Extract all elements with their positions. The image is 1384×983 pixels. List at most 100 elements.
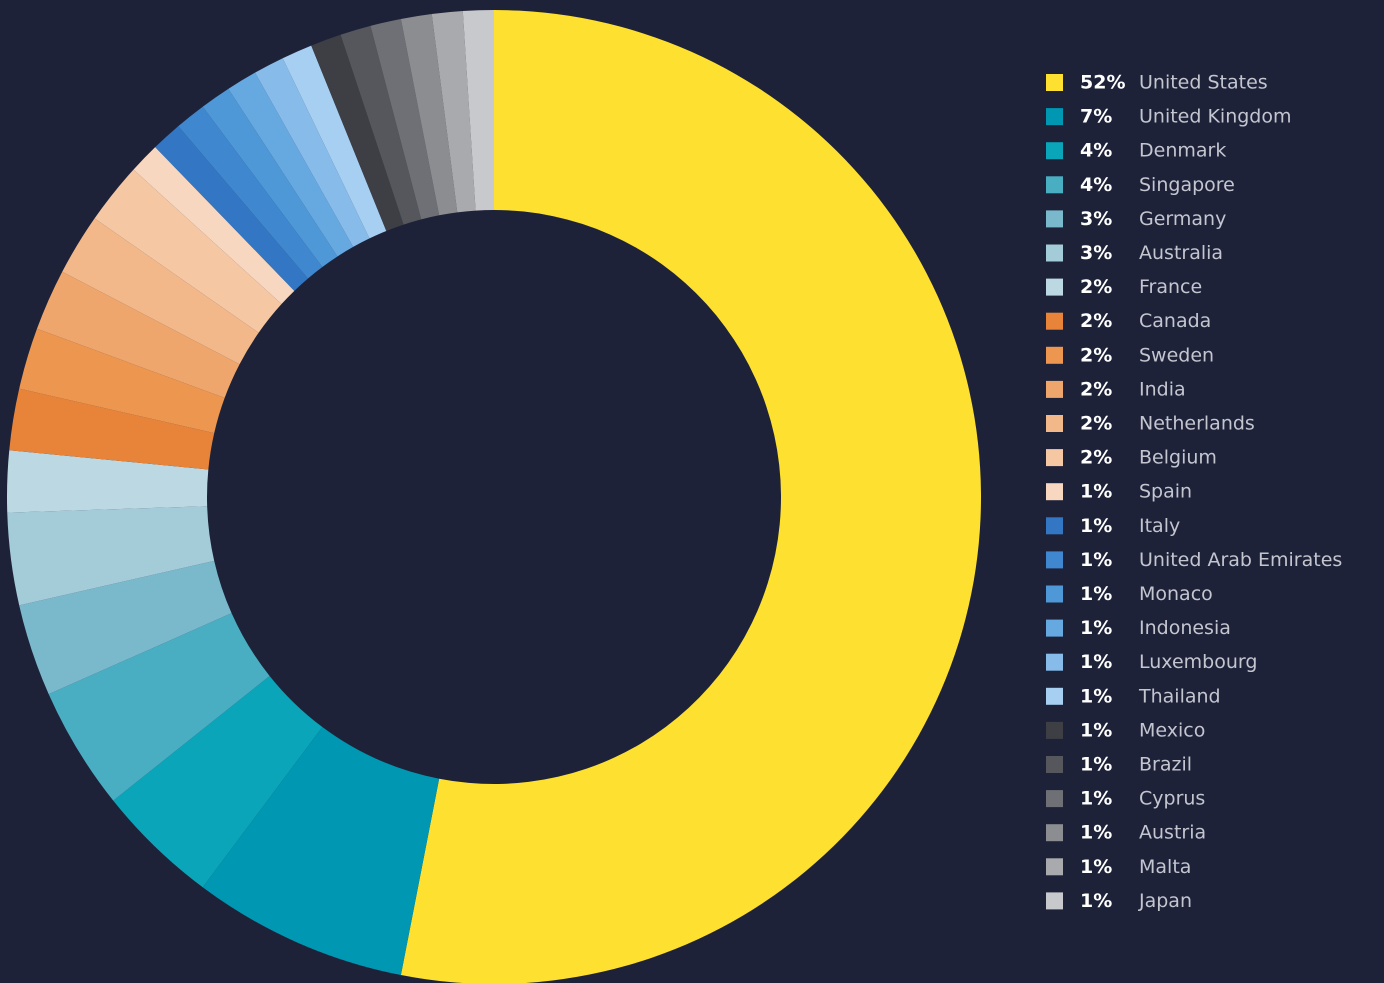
legend-value: 1%: [1080, 583, 1112, 605]
legend-swatch: [1046, 687, 1063, 705]
legend-swatch: [1046, 380, 1063, 398]
legend-swatch: [1046, 449, 1063, 467]
slice: [178, 106, 323, 279]
legend-value: 52%: [1080, 72, 1125, 94]
legend-label: Austria: [1139, 822, 1206, 844]
legend-label: Spain: [1139, 481, 1192, 503]
legend-label: Indonesia: [1139, 617, 1231, 639]
slice: [9, 388, 215, 470]
legend-label: Netherlands: [1139, 413, 1255, 435]
legend-value: 2%: [1080, 344, 1112, 366]
legend-value: 1%: [1080, 788, 1112, 810]
legend-swatch: [1046, 858, 1063, 876]
legend-swatch: [1046, 142, 1063, 160]
slice: [340, 25, 422, 225]
legend-swatch: [1046, 517, 1063, 535]
legend-value: 1%: [1080, 481, 1112, 503]
legend-value: 2%: [1080, 276, 1112, 298]
legend-label: Brazil: [1139, 754, 1192, 776]
legend-value: 1%: [1080, 617, 1112, 639]
slice: [19, 328, 225, 434]
legend-swatch: [1046, 176, 1063, 194]
legend-label: United States: [1139, 72, 1268, 94]
slice: [62, 218, 259, 365]
legend-label: Thailand: [1138, 685, 1221, 707]
legend-swatch: [1046, 619, 1063, 637]
slice: [431, 11, 476, 213]
legend-label: Malta: [1139, 856, 1191, 878]
legend-value: 2%: [1080, 310, 1112, 332]
slice: [113, 675, 323, 888]
legend-label: Singapore: [1139, 174, 1235, 196]
slice: [311, 34, 404, 231]
legend-label: United Kingdom: [1139, 106, 1292, 128]
slice: [228, 72, 354, 257]
legend-value: 4%: [1080, 174, 1112, 196]
legend-swatch: [1046, 483, 1063, 501]
slice: [36, 271, 240, 398]
legend-label: Italy: [1139, 515, 1180, 537]
slice: [94, 169, 282, 333]
legend-value: 7%: [1080, 106, 1112, 128]
legend-swatch: [1046, 585, 1063, 603]
legend-value: 4%: [1080, 140, 1112, 162]
legend-label: Monaco: [1139, 583, 1213, 605]
legend-value: 1%: [1080, 685, 1112, 707]
legend-value: 1%: [1080, 549, 1112, 571]
legend-swatch: [1046, 108, 1063, 126]
legend-value: 2%: [1080, 378, 1112, 400]
legend-label: Luxembourg: [1139, 651, 1257, 673]
legend-label: India: [1139, 378, 1186, 400]
legend-value: 2%: [1080, 413, 1112, 435]
slice: [155, 126, 308, 291]
legend-label: Cyprus: [1139, 788, 1205, 810]
slice: [370, 18, 440, 220]
slice: [255, 58, 370, 247]
legend-label: Canada: [1139, 310, 1211, 332]
legend-label: Belgium: [1139, 447, 1217, 469]
slice: [7, 506, 215, 606]
legend-value: 1%: [1080, 754, 1112, 776]
legend-swatch: [1046, 721, 1063, 739]
legend-swatch: [1046, 244, 1063, 262]
legend-value: 1%: [1080, 515, 1112, 537]
legend-value: 1%: [1080, 856, 1112, 878]
slice: [400, 13, 458, 216]
legend-swatch: [1046, 278, 1063, 296]
legend-value: 1%: [1080, 890, 1112, 912]
legend-value: 1%: [1080, 719, 1112, 741]
legend-swatch: [1046, 756, 1063, 773]
legend-value: 3%: [1080, 208, 1112, 230]
slice: [6, 450, 209, 513]
legend-swatch: [1046, 653, 1063, 671]
slice: [133, 147, 295, 305]
legend-swatch: [1046, 415, 1063, 432]
slice: [400, 10, 982, 983]
slice: [282, 45, 387, 239]
slice: [202, 727, 440, 976]
legend-swatch: [1046, 210, 1063, 228]
legend-swatch: [1046, 790, 1063, 808]
slice: [48, 613, 270, 801]
legend-label: Sweden: [1139, 344, 1214, 366]
legend-value: 1%: [1080, 651, 1112, 673]
legend-label: Japan: [1138, 890, 1192, 912]
legend-label: Denmark: [1139, 140, 1226, 162]
legend-label: Germany: [1139, 208, 1226, 230]
slice: [202, 88, 338, 267]
legend-label: Mexico: [1139, 719, 1205, 741]
slice: [462, 10, 494, 211]
legend-label: United Arab Emirates: [1139, 549, 1342, 571]
legend-value: 2%: [1080, 447, 1112, 469]
slice: [19, 560, 232, 695]
legend-swatch: [1046, 312, 1063, 330]
legend-swatch: [1046, 346, 1063, 364]
legend-value: 1%: [1080, 822, 1112, 844]
legend-swatch: [1046, 892, 1063, 910]
legend-value: 3%: [1080, 242, 1112, 264]
legend-label: France: [1139, 276, 1202, 298]
legend-swatch: [1046, 551, 1063, 569]
legend-swatch: [1046, 74, 1063, 91]
legend-label: Australia: [1139, 242, 1223, 264]
